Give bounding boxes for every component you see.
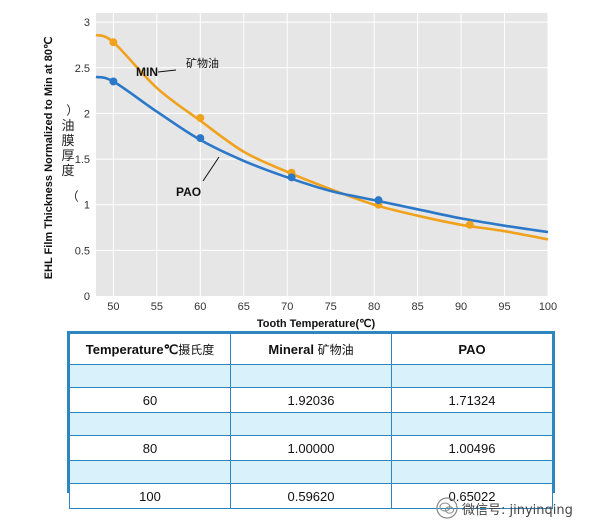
- x-tick-label: 50: [107, 301, 119, 313]
- cell-temperature: 80: [69, 435, 231, 461]
- x-tick-label: 80: [368, 301, 380, 313]
- table-row: 60 1.92036 1.71324: [69, 387, 553, 413]
- point-min: [196, 113, 205, 122]
- table-header-row: Temperature℃摄氏度 Mineral 矿物油 PAO: [69, 333, 553, 365]
- series-line-pao: [95, 75, 549, 234]
- wechat-id-text: 微信号: jinyinqing: [462, 502, 573, 518]
- label-min-leader: [157, 69, 177, 73]
- cell-temperature: 60: [69, 387, 231, 413]
- header-pao-label: PAO: [458, 341, 486, 357]
- label-pao-leader: [202, 156, 220, 182]
- y-tick-label: 0.5: [75, 245, 90, 257]
- point-pao: [109, 77, 118, 86]
- wechat-watermark: 微信号: jinyinqing: [436, 496, 608, 520]
- x-tick-label: 60: [194, 301, 206, 313]
- label-pao: PAO: [176, 156, 220, 199]
- svg-text:︵: ︵: [65, 104, 79, 116]
- y-axis-title: EHL Film Thickness Normalized to Min at …: [43, 37, 55, 280]
- y-tick-label: 1: [84, 200, 90, 212]
- cell-mineral: 0.59620: [230, 483, 392, 509]
- y-axis-title-cn: ︵ 油膜厚度 ︶: [61, 104, 79, 202]
- y-axis-title-cn-char: 厚: [61, 149, 74, 164]
- y-axis-title-cn-char: 膜: [61, 134, 74, 149]
- y-tick-label: 2: [84, 108, 90, 120]
- series-curves: [95, 33, 549, 241]
- table-row: 80 1.00000 1.00496: [69, 435, 553, 461]
- cell-pao: 0.65022: [391, 483, 553, 509]
- series-label-min: MIN: [136, 65, 158, 79]
- header-mineral: Mineral 矿物油: [230, 333, 392, 365]
- svg-text:油膜厚度: 油膜厚度: [61, 119, 74, 179]
- cell-pao: 1.71324: [391, 387, 553, 413]
- line-chart: 50 55 60 65 70 75 80 85 90 95 100 0 0.5 1 1.5 2 2.5 3 Too…: [43, 13, 557, 330]
- tick-labels: 50 55 60 65 70 75 80 85 90 95 100 0 0.5 1 1.5 2 2.5 3: [75, 17, 557, 313]
- table-spacer-row: [69, 460, 553, 484]
- data-table: Temperature℃摄氏度 Mineral 矿物油 PAO 60 1.920…: [67, 331, 555, 509]
- x-tick-label: 70: [281, 301, 293, 313]
- series-line-min: [95, 33, 549, 241]
- header-temperature: Temperature℃摄氏度: [69, 333, 231, 365]
- series-label-pao: PAO: [176, 185, 201, 199]
- x-tick-label: 85: [411, 301, 423, 313]
- cell-mineral: 1.92036: [230, 387, 392, 413]
- y-tick-label: 1.5: [75, 154, 90, 166]
- x-tick-label: 90: [455, 301, 467, 313]
- y-tick-label: 0: [84, 291, 90, 303]
- y-tick-label: 2.5: [75, 63, 90, 75]
- cell-pao: 1.00496: [391, 435, 553, 461]
- cell-temperature: 100: [69, 483, 231, 509]
- header-temperature-label: Temperature℃: [85, 341, 179, 357]
- svg-text:︶: ︶: [65, 190, 79, 202]
- point-min: [465, 220, 474, 229]
- header-mineral-label: Mineral: [268, 341, 314, 357]
- x-tick-label: 95: [498, 301, 510, 313]
- label-min: MIN 矿物油: [136, 56, 219, 79]
- cell-mineral: 1.00000: [230, 435, 392, 461]
- table-spacer-row: [69, 412, 553, 436]
- y-tick-label: 3: [84, 17, 90, 29]
- x-tick-label: 65: [238, 301, 250, 313]
- point-pao: [287, 173, 296, 182]
- y-axis-title-cn-char: 度: [61, 163, 74, 179]
- y-axis-title-cn-char: 油: [61, 119, 74, 134]
- series-label-min-cn: 矿物油: [186, 56, 219, 70]
- x-tick-label: 75: [325, 301, 337, 313]
- series-markers: [109, 38, 474, 229]
- table-spacer-row: [69, 364, 553, 388]
- table-row: 100 0.59620 0.65022: [69, 483, 553, 509]
- grid-lines: [96, 13, 549, 296]
- x-tick-label: 100: [539, 301, 557, 313]
- point-min: [109, 38, 118, 47]
- point-pao: [196, 134, 205, 143]
- wechat-icon: [436, 497, 458, 519]
- x-tick-label: 55: [151, 301, 163, 313]
- header-pao: PAO: [391, 333, 553, 365]
- header-mineral-cn: 矿物油: [317, 342, 354, 357]
- x-axis-title: Tooth Temperature(℃): [257, 318, 376, 330]
- header-temperature-cn: 摄氏度: [178, 342, 215, 357]
- data-table-grid: Temperature℃摄氏度 Mineral 矿物油 PAO 60 1.920…: [69, 333, 553, 509]
- plot-background: [96, 13, 548, 296]
- point-pao: [374, 196, 383, 205]
